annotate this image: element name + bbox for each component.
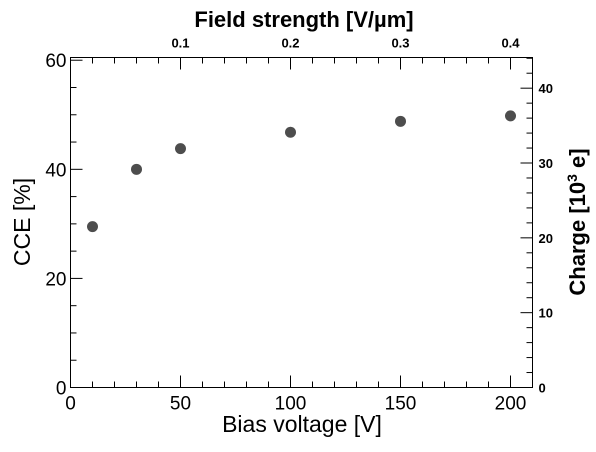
- data-points: [87, 110, 516, 233]
- x-axis-title: Bias voltage [V]: [222, 411, 382, 437]
- right-axis-title-sup: 3: [564, 174, 580, 182]
- tick-labels: 0 50 100 150 200 0 20 40 60 0.1 0.2 0.3 0.4 0 10 20 30 40: [45, 36, 553, 415]
- plot-frame: [70, 57, 533, 388]
- tick-marks: [70, 57, 533, 388]
- y-tick-label: 60: [45, 51, 66, 72]
- x-tick-label: 150: [385, 394, 417, 415]
- right-axis-title-end: e]: [565, 148, 590, 174]
- data-point: [505, 110, 516, 122]
- right-tick-label: 30: [539, 156, 553, 171]
- x-tick-label: 50: [170, 394, 191, 415]
- data-point: [395, 115, 406, 127]
- x-tick-label: 0: [65, 394, 76, 415]
- right-tick-label: 20: [539, 231, 553, 246]
- top-tick-label: 0.1: [171, 36, 189, 51]
- x-tick-label: 100: [275, 394, 307, 415]
- top-tick-label: 0.3: [391, 36, 409, 51]
- right-tick-label: 10: [539, 306, 553, 321]
- top-tick-label: 0.4: [501, 36, 520, 51]
- data-point: [87, 221, 98, 233]
- x-tick-label: 200: [495, 394, 527, 415]
- top-tick-label: 0.2: [281, 36, 299, 51]
- y-tick-label: 0: [56, 379, 67, 400]
- data-point: [285, 126, 296, 138]
- data-point: [175, 143, 186, 155]
- y-tick-label: 40: [45, 160, 66, 181]
- right-tick-label: 0: [539, 381, 546, 396]
- right-axis-title: Charge [103 e]: [564, 148, 590, 295]
- top-axis-title: Field strength [V/µm]: [194, 7, 413, 32]
- right-tick-label: 40: [539, 81, 553, 96]
- y-axis-title: CCE [%]: [9, 178, 35, 266]
- right-axis-title-main: Charge [10: [565, 182, 590, 296]
- data-point: [131, 163, 142, 175]
- y-tick-label: 20: [45, 269, 66, 290]
